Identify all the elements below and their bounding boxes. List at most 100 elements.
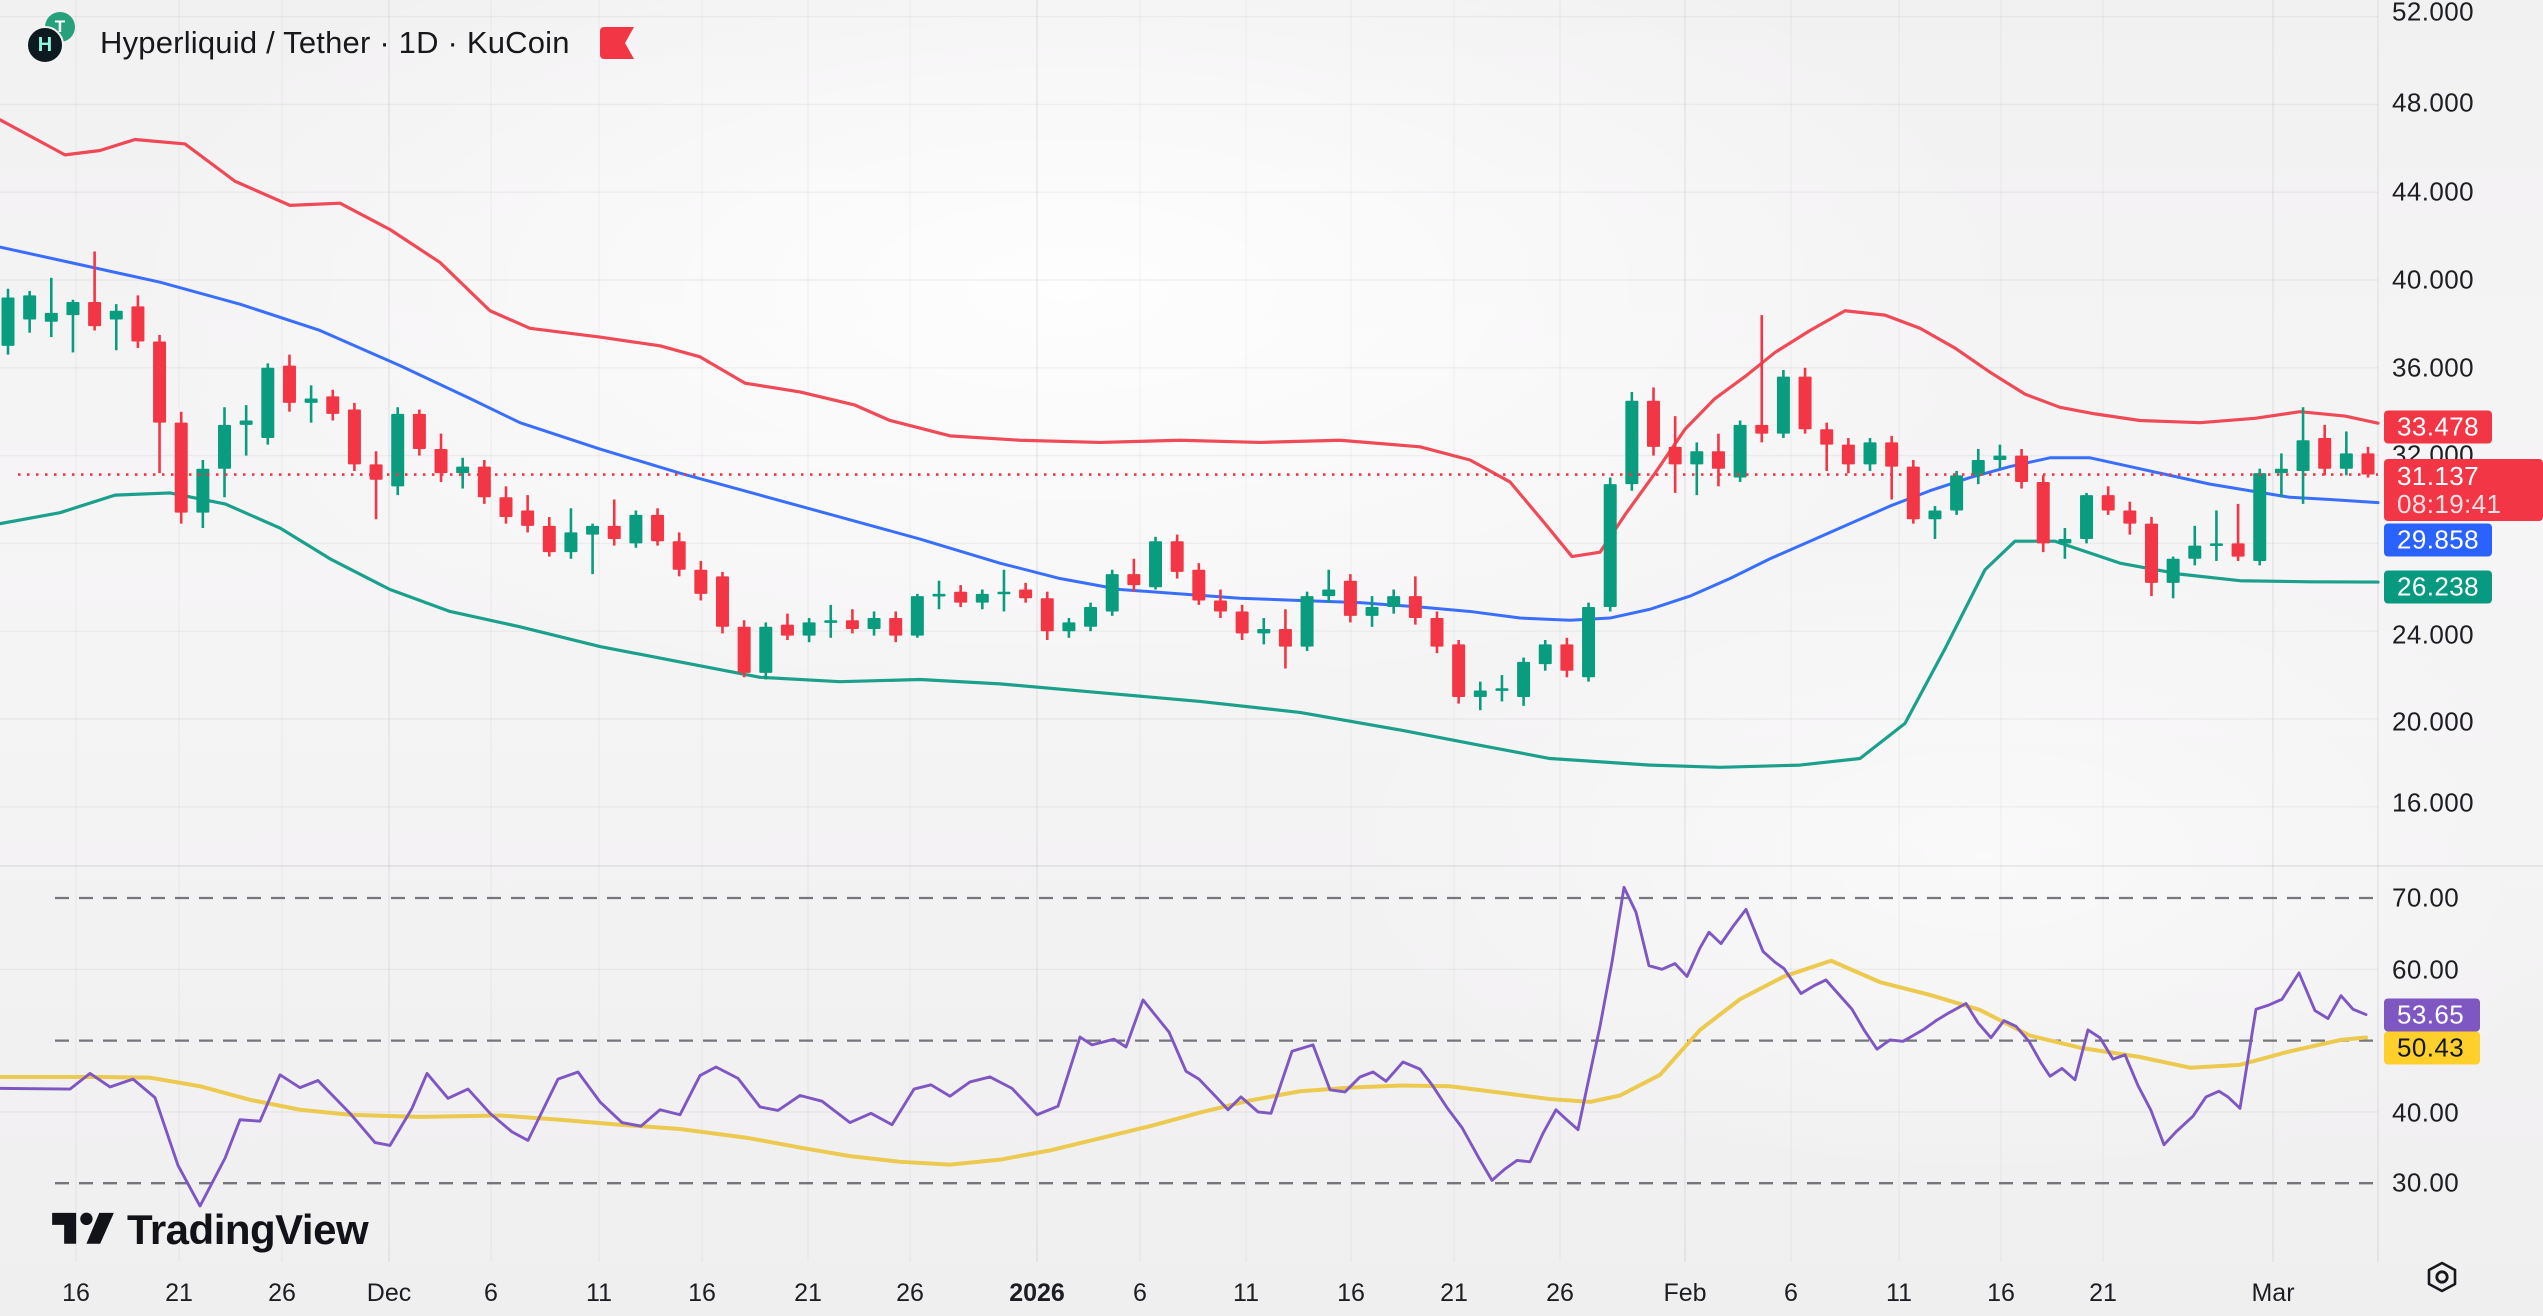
time-label: 26 xyxy=(1546,1279,1574,1307)
candle-body xyxy=(2253,473,2267,561)
time-label: 21 xyxy=(1440,1279,1468,1307)
time-label: 11 xyxy=(586,1279,612,1307)
candle-body xyxy=(737,626,751,673)
candle-body xyxy=(153,341,167,423)
price-tick-label: 36.000 xyxy=(2392,352,2474,383)
candle-body xyxy=(1365,607,1379,616)
candle-body xyxy=(2339,453,2353,469)
candle-body xyxy=(1971,459,1985,476)
candle-body xyxy=(1300,596,1314,647)
candle-body xyxy=(2144,523,2158,583)
candle-body xyxy=(2274,468,2288,474)
candle-body xyxy=(2166,558,2180,583)
candle-body xyxy=(1711,451,1725,469)
candle-body xyxy=(1170,541,1184,572)
candle-body xyxy=(434,449,448,474)
candle-body xyxy=(824,620,838,623)
bollinger-middle-line[interactable] xyxy=(0,245,2380,622)
price-tick-label: 40.000 xyxy=(2392,264,2474,295)
time-label: Mar xyxy=(2251,1279,2295,1307)
badge-rsi-ma: 50.43 xyxy=(2384,1031,2480,1065)
candle-body xyxy=(2036,481,2050,544)
candle-countdown: 08:19:41 xyxy=(2397,489,2502,519)
bollinger-upper-line[interactable] xyxy=(0,118,2380,559)
candle-body xyxy=(1387,596,1401,608)
watermark-text: TradingView xyxy=(127,1206,369,1253)
symbol-header: T H Hyperliquid / Tether · 1D · KuCoin xyxy=(24,10,634,76)
tradingview-logo-icon xyxy=(52,1212,114,1244)
tradingview-watermark: TradingView xyxy=(52,1206,369,1254)
candle-body xyxy=(1019,589,1033,599)
badge-lower-band: 26.238 xyxy=(2384,570,2492,604)
time-label: 6 xyxy=(1133,1279,1147,1307)
candle-body xyxy=(2231,543,2245,557)
candle-body xyxy=(347,409,361,465)
hyperliquid-logo-icon: H xyxy=(26,26,64,64)
candle-body xyxy=(1625,400,1639,485)
candle-body xyxy=(759,626,773,673)
candle-body xyxy=(910,596,924,636)
price-tick-label: 48.000 xyxy=(2392,87,2474,118)
candle-body xyxy=(542,525,556,553)
bollinger-lower-line[interactable] xyxy=(0,491,2380,769)
candle-body xyxy=(1517,661,1531,698)
candle-body xyxy=(954,591,968,603)
candle-body xyxy=(2080,495,2094,540)
candle-body xyxy=(1452,644,1466,698)
price-tick-label: 24.000 xyxy=(2392,619,2474,650)
time-label: Feb xyxy=(1663,1279,1707,1307)
candle-body xyxy=(1430,618,1444,647)
candle-body xyxy=(780,624,794,636)
current-price-value: 31.137 xyxy=(2397,461,2479,491)
candle-body xyxy=(1084,607,1098,627)
time-label: 21 xyxy=(2089,1279,2117,1307)
candle-body xyxy=(2361,453,2375,475)
candle-body xyxy=(1127,574,1141,586)
candle-body xyxy=(1,297,15,346)
candle-body xyxy=(2318,438,2332,469)
candle-body xyxy=(2123,510,2137,524)
candle-body xyxy=(2015,455,2029,482)
candle-body xyxy=(1668,446,1682,465)
settings-gear-icon[interactable] xyxy=(2423,1259,2461,1295)
time-label: 16 xyxy=(62,1279,90,1307)
candle-body xyxy=(369,464,383,480)
candle-body xyxy=(218,424,232,469)
candle-body xyxy=(1213,600,1227,612)
candle-body xyxy=(1473,690,1487,698)
candle-body xyxy=(1322,589,1336,597)
rsi-line[interactable] xyxy=(0,885,2368,1208)
candle-body xyxy=(694,569,708,594)
candle-body xyxy=(1408,596,1422,619)
candle-body xyxy=(1928,510,1942,520)
time-label: 26 xyxy=(896,1279,924,1307)
badge-current-price: 31.137 08:19:41 xyxy=(2384,459,2543,521)
candle-body xyxy=(2058,539,2072,544)
candle-body xyxy=(1841,444,1855,465)
rsi-ma-line[interactable] xyxy=(0,958,2368,1167)
candle-body xyxy=(1906,466,1920,520)
candle-body xyxy=(1798,376,1812,430)
candle-body xyxy=(66,301,80,316)
candle-body xyxy=(1257,629,1271,634)
badge-middle-band: 29.858 xyxy=(2384,523,2492,557)
candle-body xyxy=(2296,440,2310,471)
candle-body xyxy=(304,398,318,403)
candles-group[interactable] xyxy=(1,251,2375,711)
time-label: 21 xyxy=(794,1279,822,1307)
candle-body xyxy=(2101,495,2115,511)
candle-body xyxy=(802,622,816,636)
candle-body xyxy=(1343,580,1357,616)
candle-body xyxy=(564,532,578,553)
candle-body xyxy=(2188,545,2202,559)
candle-body xyxy=(1105,574,1119,612)
candle-body xyxy=(1733,424,1747,478)
price-tick-label: 20.000 xyxy=(2392,706,2474,737)
badge-upper-band: 33.478 xyxy=(2384,410,2492,444)
rsi-tick-label: 70.00 xyxy=(2392,882,2460,913)
time-label: 26 xyxy=(268,1279,296,1307)
candle-body xyxy=(2209,543,2223,546)
candle-body xyxy=(391,413,405,487)
candle-body xyxy=(651,514,665,542)
